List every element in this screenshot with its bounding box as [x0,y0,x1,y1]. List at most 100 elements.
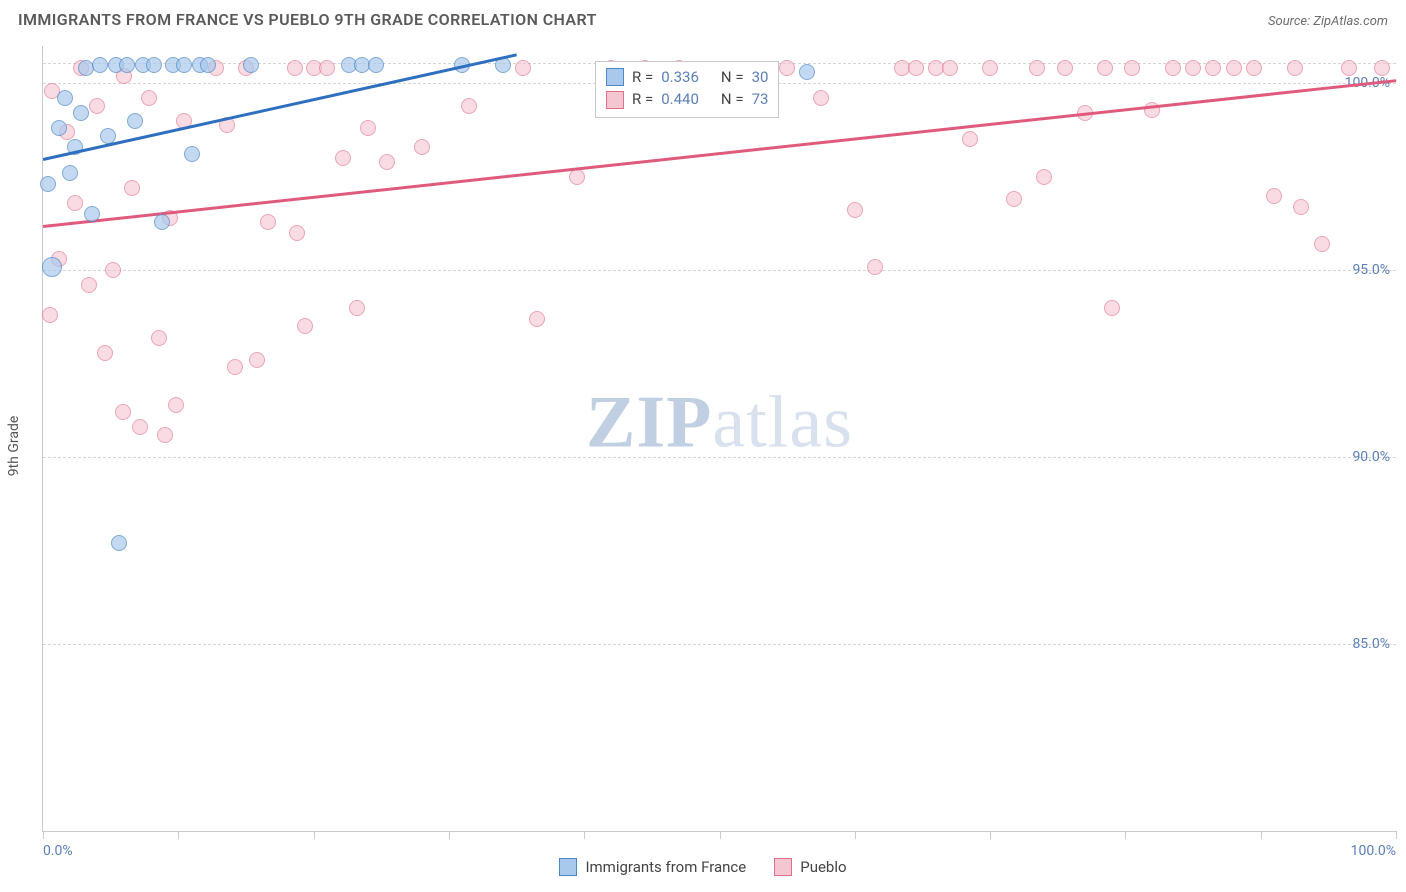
scatter-point-pueblo [89,98,105,114]
legend-label: Pueblo [800,858,846,876]
scatter-point-pueblo [1124,60,1140,76]
scatter-point-pueblo [319,60,335,76]
scatter-point-pueblo [779,60,795,76]
scatter-point-pueblo [97,345,113,361]
scatter-point-pueblo [297,318,313,334]
scatter-point-france [57,90,73,106]
scatter-point-france [368,57,384,73]
scatter-point-france [40,176,56,192]
info-row: R = 0.440 N = 73 [606,88,768,111]
scatter-point-france [184,146,200,162]
scatter-point-pueblo [132,419,148,435]
x-tick-label: 100.0% [1351,843,1396,859]
scatter-point-pueblo [515,60,531,76]
scatter-point-france [92,57,108,73]
scatter-point-france [146,57,162,73]
n-label: N = [721,88,744,111]
scatter-point-pueblo [908,60,924,76]
scatter-point-pueblo [529,311,545,327]
series-swatch [606,91,624,109]
scatter-point-pueblo [1287,60,1303,76]
scatter-point-pueblo [942,60,958,76]
scatter-point-france [176,57,192,73]
x-tick [178,831,179,839]
scatter-point-france [51,120,67,136]
scatter-point-pueblo [1246,60,1262,76]
chart-plot-area: ZIPatlas 100.0%95.0%90.0%85.0%0.0%100.0%… [42,46,1396,832]
scatter-point-pueblo [1341,60,1357,76]
scatter-point-pueblo [1293,199,1309,215]
scatter-point-pueblo [1097,60,1113,76]
scatter-point-france [111,535,127,551]
scatter-point-pueblo [962,131,978,147]
y-axis-label: 9th Grade [6,416,22,477]
correlation-info-box: R =0.336N =30R =0.440N =73 [595,61,779,118]
scatter-point-pueblo [1374,60,1390,76]
legend-item: Pueblo [774,858,846,876]
legend-swatch [774,858,792,876]
scatter-point-pueblo [151,330,167,346]
r-label: R = [632,66,653,89]
scatter-point-pueblo [982,60,998,76]
scatter-point-france [154,214,170,230]
gridline [43,644,1396,645]
scatter-point-france [200,57,216,73]
x-tick [855,831,856,839]
scatter-point-pueblo [1029,60,1045,76]
scatter-point-pueblo [289,225,305,241]
x-tick [43,831,44,839]
n-value: 73 [752,88,769,111]
scatter-point-pueblo [1205,60,1221,76]
scatter-point-pueblo [461,98,477,114]
scatter-point-pueblo [287,60,303,76]
y-tick-label: 90.0% [1352,449,1390,465]
scatter-point-pueblo [115,404,131,420]
chart-title: IMMIGRANTS FROM FRANCE VS PUEBLO 9TH GRA… [18,10,597,29]
scatter-point-pueblo [105,262,121,278]
x-tick [1396,831,1397,839]
y-tick-label: 95.0% [1352,262,1390,278]
scatter-point-pueblo [1266,188,1282,204]
gridline [43,457,1396,458]
scatter-point-france [62,165,78,181]
scatter-point-france [243,57,259,73]
scatter-point-pueblo [1036,169,1052,185]
n-label: N = [721,66,744,89]
scatter-point-france [84,206,100,222]
scatter-point-pueblo [67,195,83,211]
scatter-point-pueblo [867,259,883,275]
scatter-point-pueblo [379,154,395,170]
info-row: R =0.336N =30 [606,66,768,89]
scatter-point-pueblo [168,397,184,413]
scatter-point-pueblo [124,180,140,196]
x-tick [449,831,450,839]
scatter-point-pueblo [1314,236,1330,252]
x-tick [1125,831,1126,839]
r-label: R = [632,88,653,111]
scatter-point-pueblo [81,277,97,293]
scatter-point-pueblo [569,169,585,185]
scatter-point-pueblo [414,139,430,155]
scatter-point-pueblo [1165,60,1181,76]
scatter-point-pueblo [1006,191,1022,207]
scatter-point-pueblo [260,214,276,230]
scatter-point-pueblo [249,352,265,368]
scatter-point-pueblo [813,90,829,106]
scatter-point-pueblo [227,359,243,375]
x-tick [990,831,991,839]
scatter-point-france [127,113,143,129]
scatter-point-pueblo [141,90,157,106]
x-tick [584,831,585,839]
r-value: 0.440 [661,88,699,111]
scatter-point-pueblo [349,300,365,316]
legend-swatch [559,858,577,876]
watermark: ZIPatlas [586,380,853,465]
y-tick-label: 85.0% [1352,636,1390,652]
scatter-point-france [73,105,89,121]
r-value: 0.336 [661,66,699,89]
scatter-point-pueblo [1057,60,1073,76]
x-tick [720,831,721,839]
scatter-point-france [42,257,62,277]
scatter-point-france [799,64,815,80]
scatter-point-france [119,57,135,73]
